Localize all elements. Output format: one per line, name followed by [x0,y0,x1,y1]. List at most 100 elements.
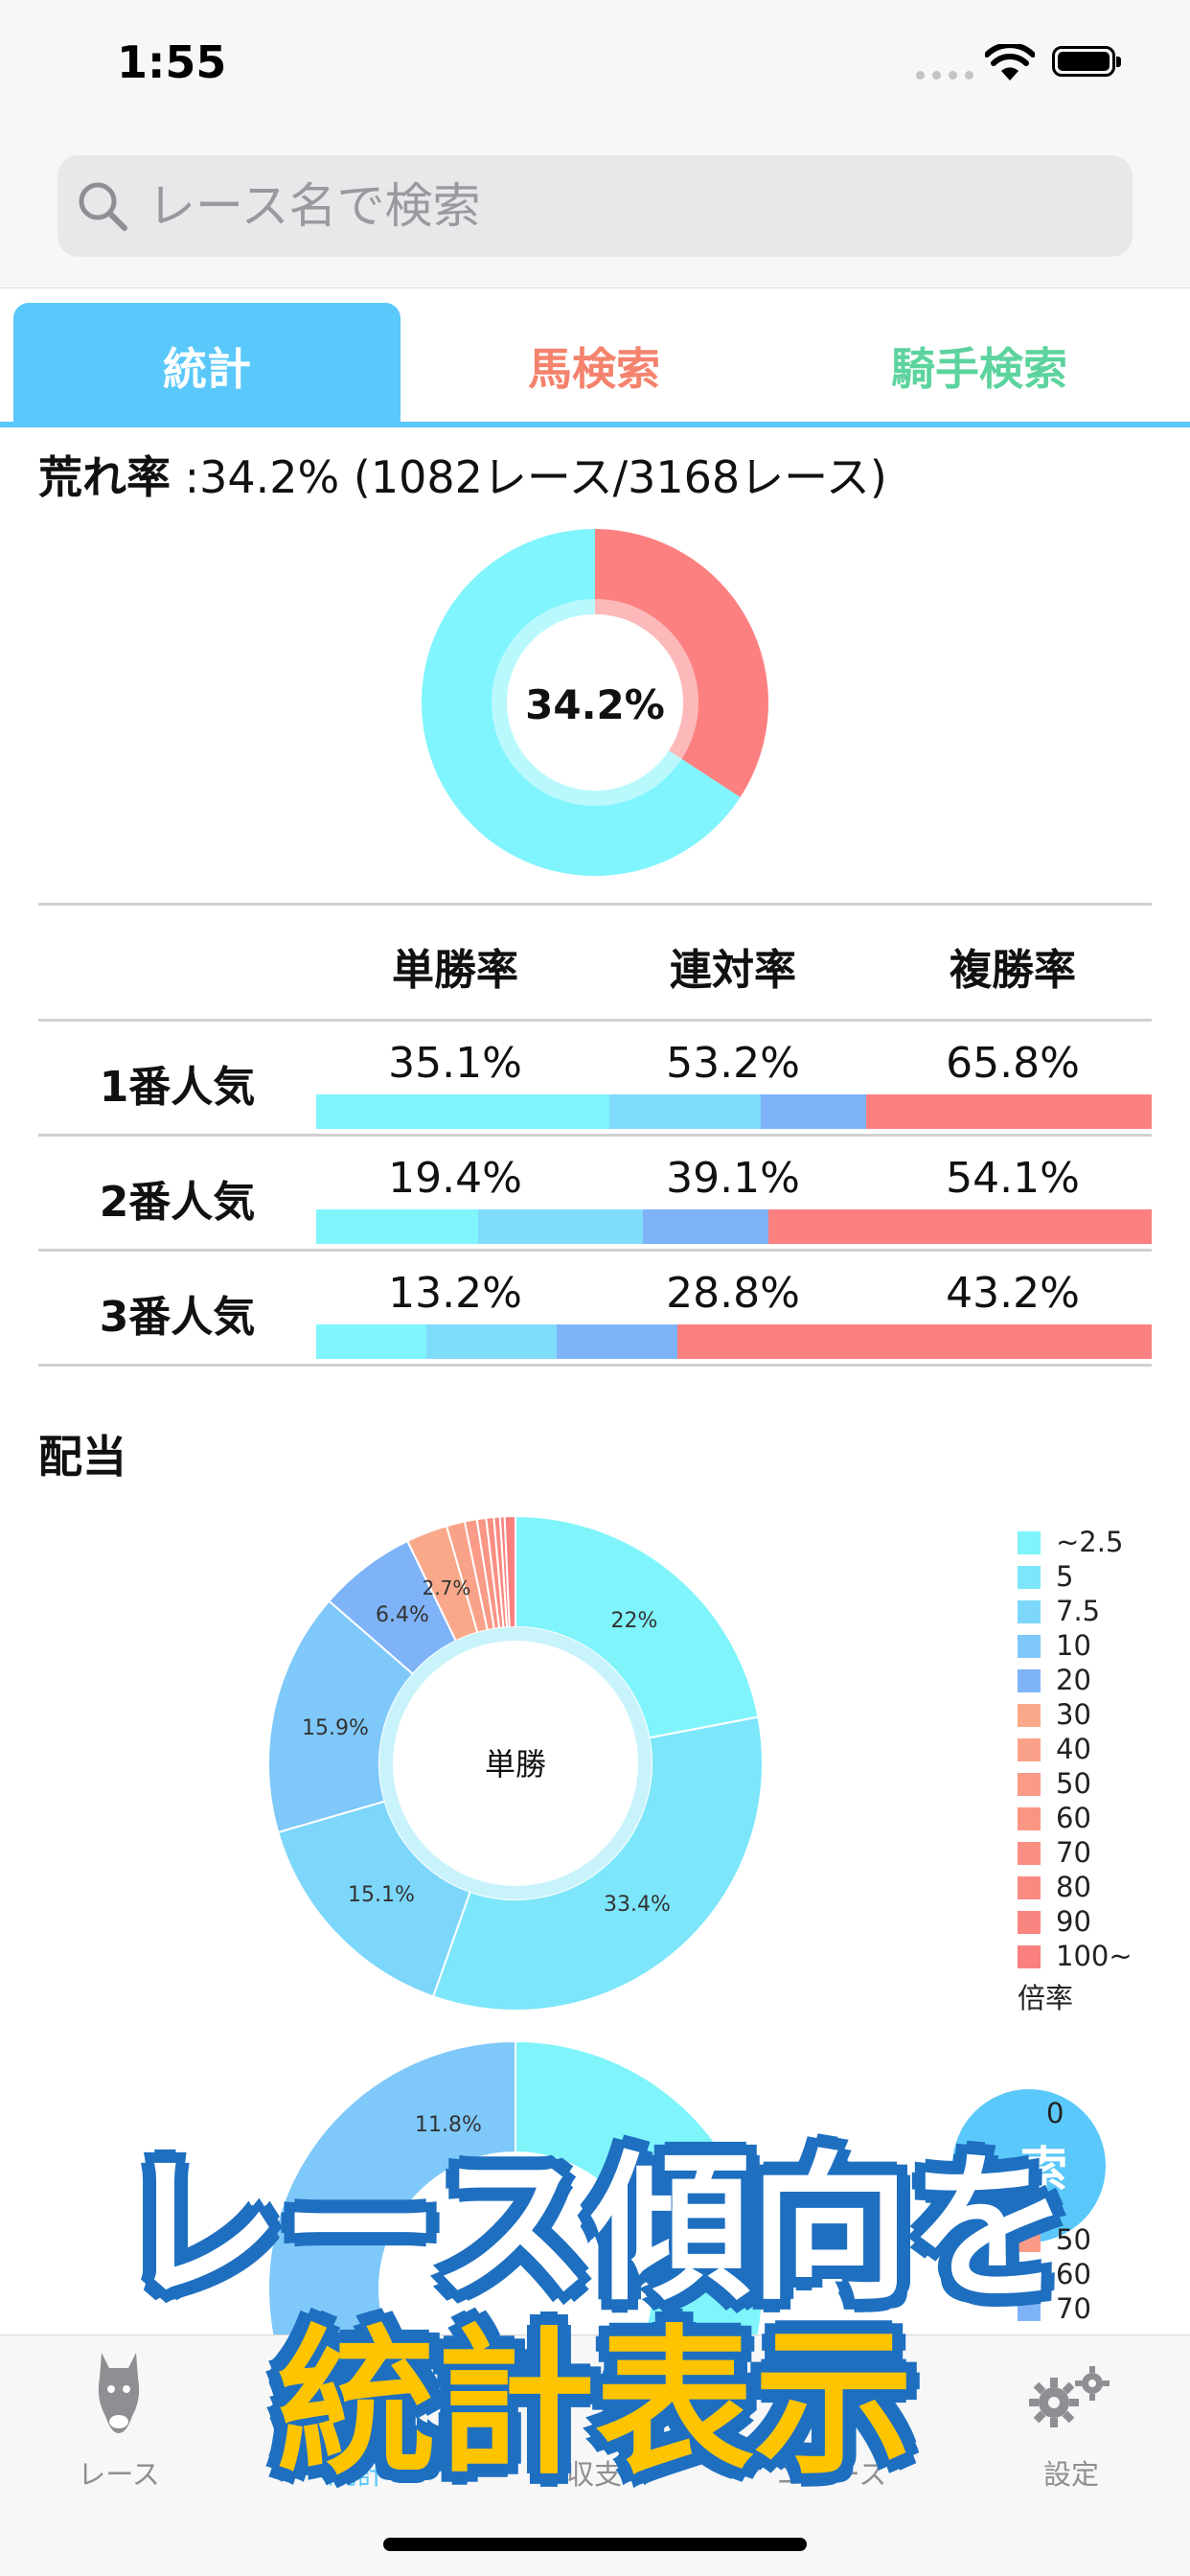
search-input[interactable] [148,155,1106,257]
promo-headline-line1: レース傾向を [122,2137,1068,2322]
cellular-signal-icon [916,71,973,80]
legend-item: 50 [1018,1767,1091,1802]
bar-segment [767,1209,1152,1244]
slice-label: 22% [611,1609,658,1633]
donut-hole [393,1641,638,1886]
legend-swatch [1018,1911,1041,1934]
donut-inner-ring [492,599,698,806]
legend-text: 60 [1056,1802,1091,1834]
tab-bar-label: レース [78,2458,160,2491]
bar-segment [760,1094,866,1129]
upset-rate-center-label: 34.2% [525,681,665,728]
legend-swatch [1018,1738,1041,1761]
bar-segment [426,1324,558,1359]
table-divider [38,1134,1152,1137]
tab-horse-search[interactable]: 馬検索 [528,343,660,395]
legend-swatch [1018,1600,1041,1623]
legend-text: 50 [1056,1767,1091,1800]
gear-icon [1029,2366,1110,2427]
search-bar[interactable] [57,155,1133,257]
legend-text: 90 [1056,1905,1091,1938]
legend-text: 100~ [1056,1940,1133,1972]
slice-label: 2.7% [423,1576,471,1599]
tab-stats[interactable]: 統計 [13,303,400,427]
promo-headline-line2: 統計表示 [277,2312,913,2496]
quinella-rate-3rd: 28.8% [666,1269,800,1318]
bar-segment [316,1209,479,1244]
upset-rate-donut-chart: 34.2% [422,529,768,876]
legend-item: 10 [1018,1629,1091,1664]
show-rate-3rd: 43.2% [946,1269,1080,1318]
legend-unit-label: 倍率 [1018,1982,1074,2014]
donut-slice [431,1715,764,2012]
tansho-dividend-donut-chart: 単勝 22% 33.4% 15.1% 15.9% 6.4% 2.7% [267,1514,764,2012]
upset-rate-value: :34.2% (1082レース/3168レース) [171,451,887,503]
legend-text: 70 [1056,2292,1091,2325]
win-rate-3rd: 13.2% [388,1269,522,1318]
stacked-rate-bar [316,1324,1152,1359]
tansho-center-label: 単勝 [485,1746,546,1782]
slice-label: 33.4% [604,1893,671,1917]
legend-swatch [1018,1842,1041,1865]
legend-item: 50 [1018,2223,1133,2258]
legend-text: 20 [1056,1664,1091,1696]
legend-text: 10 [1056,1629,1091,1662]
dividend-legend: ~2.5 5 7.5 10 20 30 40 50 60 70 80 90 100~ 倍率 [1018,1526,1133,2016]
legend-label: 0 [1046,2097,1064,2131]
legend-swatch [1018,1566,1041,1589]
legend-swatch [1018,2264,1041,2287]
bar-segment [642,1209,768,1244]
legend-text: 5 [1056,1560,1074,1593]
stacked-rate-bar [316,1094,1152,1129]
legend-text: 30 [1056,1698,1091,1731]
legend-text: 50 [1056,2223,1091,2256]
legend-item: 30 [1018,1698,1091,1733]
legend-swatch [1018,1669,1041,1692]
legend-swatch [1018,1635,1041,1658]
tab-bar-label: ニュース [776,2458,887,2491]
horse-icon [98,2353,140,2433]
bar-segment [609,1094,761,1129]
bar-segment [478,1209,643,1244]
stacked-rate-bar [316,1209,1152,1244]
win-rate-1st: 35.1% [388,1039,522,1088]
battery-icon [1052,46,1121,77]
donut-slice [267,2041,516,2348]
legend-swatch [1018,2298,1041,2321]
legend-item: 7.5 [1018,1595,1100,1629]
table-divider [38,903,1152,906]
header-quinella-rate: 連対率 [670,946,796,995]
legend-item: 40 [1018,1733,1091,1767]
bottom-tab-bar: レース 統計 収支 ニュース [0,2334,1190,2576]
bar-segment [865,1094,1152,1129]
legend-item: 80 [1018,1871,1091,1905]
legend-text: 7.5 [1056,1595,1101,1627]
legend-swatch [1018,1807,1041,1830]
row-label-3rd-fav: 3番人気 [99,1293,256,1342]
bar-segment [316,1324,427,1359]
legend-swatch [1018,1704,1041,1727]
show-rate-1st: 65.8% [946,1039,1080,1088]
legend-text: 60 [1056,2258,1091,2290]
bar-segment [557,1324,677,1359]
show-rate-2nd: 54.1% [946,1154,1080,1203]
search-header [0,134,1190,288]
floating-search-button[interactable] [952,2089,1106,2242]
legend-text: ~2.5 [1056,1526,1124,1558]
legend-text: 80 [1056,1871,1091,1903]
row-label-1st-fav: 1番人気 [99,1063,256,1112]
legend-item: 100~ [1018,1940,1133,1974]
donut-slice [595,529,768,797]
legend-text: 0 [1046,2097,1064,2129]
win-rate-2nd: 19.4% [388,1154,522,1203]
slice-label: 6.4% [376,1603,429,1627]
home-indicator [383,2538,807,2551]
promo-overlay: レース傾向を 統計表示 [0,2060,1190,2496]
legend-item: 70 [1018,1836,1091,1871]
tab-bar-label: 設定 [1042,2458,1099,2491]
slice-label: 11.8% [415,2113,482,2137]
second-dividend-donut-chart: 11.8% [267,2041,764,2348]
legend-swatch [1018,1945,1041,1968]
tab-jockey-search[interactable]: 騎手検索 [891,343,1067,395]
